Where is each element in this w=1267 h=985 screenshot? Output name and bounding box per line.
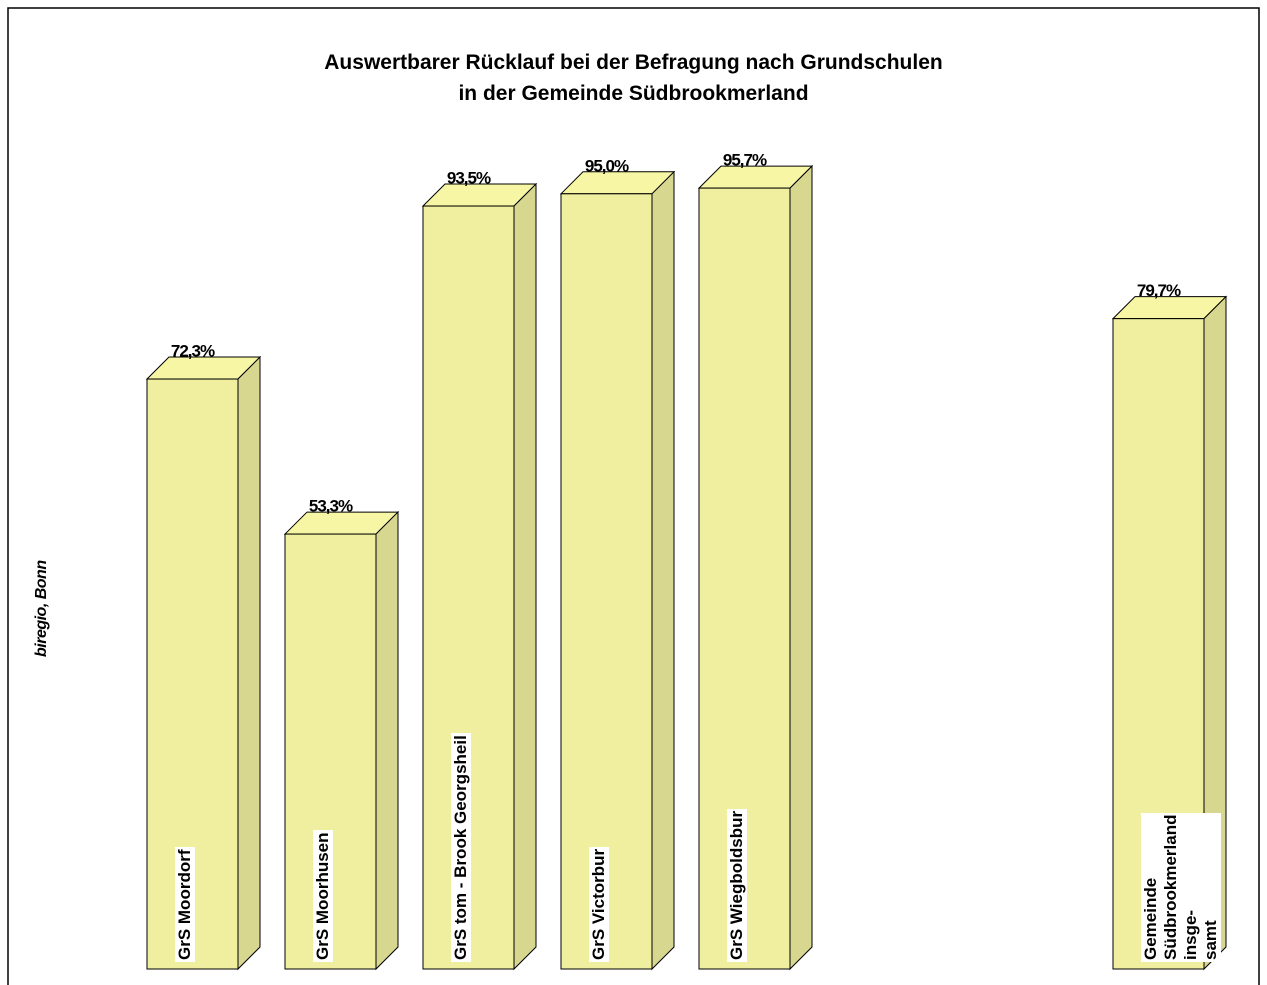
bar-side bbox=[513, 182, 537, 971]
category-label: GrS Moorhusen bbox=[313, 830, 333, 962]
category-label: Gemeinde Südbrookmerland insge- samt bbox=[1141, 812, 1221, 962]
chart-title: Auswertbarer Rücklauf bei der Befragung … bbox=[324, 51, 943, 105]
source-note: biregio, Bonn bbox=[33, 560, 50, 657]
category-label: GrS Moordorf bbox=[175, 847, 195, 962]
value-label: 95,0% bbox=[585, 156, 629, 175]
value-label: 72,3% bbox=[171, 342, 215, 361]
value-label: 95,7% bbox=[723, 151, 767, 170]
bar-side bbox=[651, 170, 675, 971]
frame bbox=[7, 7, 1260, 985]
value-label: 79,7% bbox=[1137, 281, 1181, 300]
category-label: GrS Victorbur bbox=[589, 846, 609, 962]
category-label: GrS Wiegboldsbur bbox=[727, 808, 747, 962]
bar-side bbox=[375, 510, 399, 971]
bar-side bbox=[237, 355, 261, 971]
value-label: 93,5% bbox=[447, 169, 491, 188]
value-label: 53,3% bbox=[309, 497, 353, 516]
bar-side bbox=[789, 164, 813, 971]
bar bbox=[560, 193, 653, 970]
category-label: GrS tom - Brook Georgsheil bbox=[451, 733, 471, 962]
